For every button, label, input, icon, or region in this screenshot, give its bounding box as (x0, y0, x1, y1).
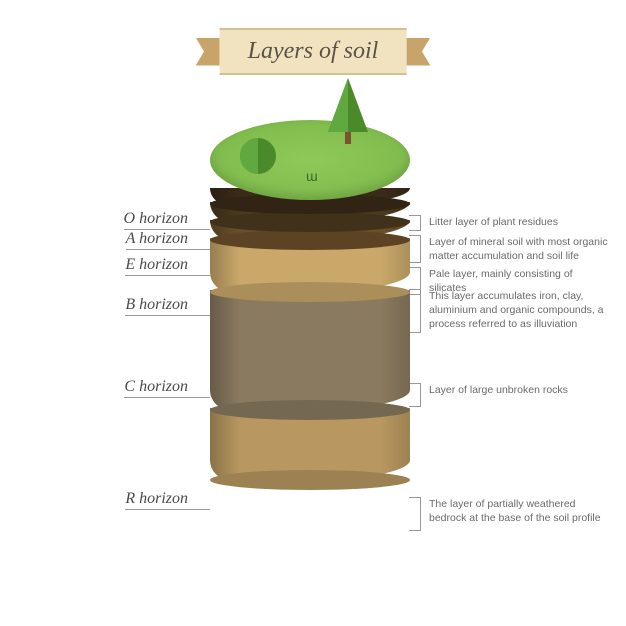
tree-icon (328, 78, 368, 144)
desc-R: The layer of partially weathered bedrock… (420, 497, 610, 531)
label-E: E horizon (125, 256, 188, 276)
label-C: C horizon (124, 378, 188, 398)
layer-C (210, 290, 410, 410)
label-B: B horizon (125, 296, 188, 316)
desc-O: Litter layer of plant residues (420, 215, 558, 231)
title-text: Layers of soil (220, 28, 407, 75)
label-A: A horizon (126, 230, 188, 250)
ribbon-left-icon (190, 34, 220, 70)
bush-icon (240, 138, 276, 174)
desc-A: Layer of mineral soil with most organic … (420, 235, 610, 263)
layers-container (210, 188, 410, 480)
grass-tuft-icon: ɯ (306, 168, 318, 184)
title-banner: Layers of soil (190, 28, 437, 75)
desc-C: Layer of large unbroken rocks (420, 383, 568, 407)
label-O: O horizon (124, 210, 188, 230)
ribbon-right-icon (406, 34, 436, 70)
label-R: R horizon (125, 490, 188, 510)
desc-B: This layer accumulates iron, clay, alumi… (420, 289, 610, 333)
soil-column: ɯ (210, 120, 410, 480)
grass-surface: ɯ (210, 120, 410, 200)
